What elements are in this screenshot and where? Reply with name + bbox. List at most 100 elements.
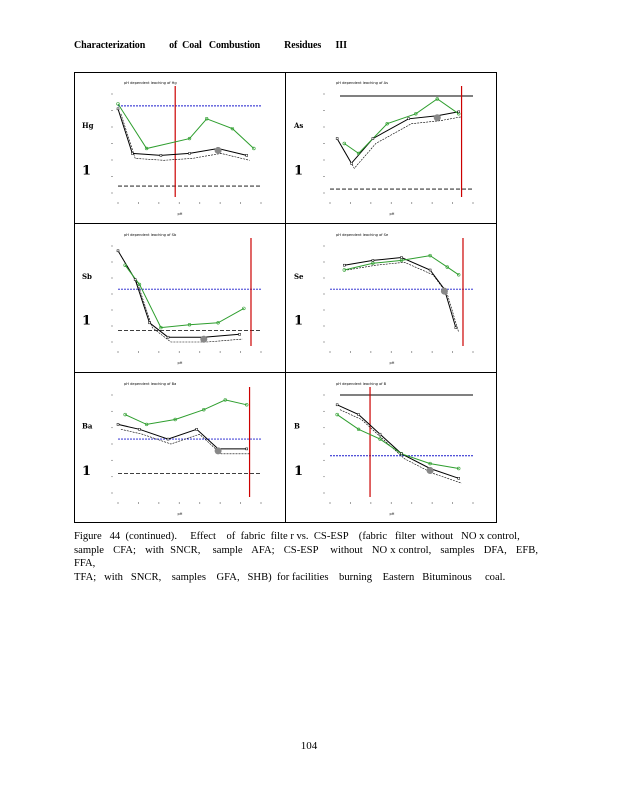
panel-1-x-tick: [260, 202, 262, 204]
panel-2-y-tick: [323, 159, 325, 161]
panel-3-black-marker: [116, 249, 120, 253]
figure-caption: Figure 44 (continued). Effect of fabric …: [74, 530, 538, 584]
panel-2-y-tick: [323, 93, 325, 95]
panel-4-black-marker: [428, 268, 432, 272]
panel-1-black-marker: [188, 152, 191, 155]
panel-5-x-tick: [158, 502, 160, 504]
panel-3-x-tick: [240, 351, 242, 353]
panel-3-green-marker: [216, 321, 220, 325]
panel-6-grey-marker: [426, 467, 434, 474]
panel-6-y-mark: B: [294, 422, 300, 431]
panel-1-green-marker: [204, 117, 209, 121]
panel-6-y-tick: [323, 443, 325, 445]
panel-2-black-marker: [407, 117, 410, 120]
panel-1-y-label: 1: [82, 164, 91, 179]
panel-5-green-marker: [202, 408, 206, 412]
panel-6-x-tick: [370, 502, 372, 504]
panel-4-green-marker: [399, 258, 404, 263]
panel-2-x-tick: [411, 202, 413, 204]
panel-2-x-label: pH: [390, 212, 395, 216]
panel-3-y-tick: [111, 341, 113, 343]
panel-3-green-marker: [137, 282, 142, 287]
panel-3-green-marker: [187, 323, 192, 327]
panel-4-y-mark: Se: [294, 272, 304, 281]
panel-1-black-marker: [245, 154, 248, 157]
panel-4-series-green: [344, 255, 459, 276]
panel-2-y-tick: [323, 143, 325, 144]
panel-6-title: pH dependent leaching of B: [336, 382, 387, 386]
panel-6-y-tick: [323, 492, 325, 494]
panel-1-y-tick: [111, 126, 113, 128]
panel-4-x-tick: [349, 351, 351, 353]
panel-4-y-tick: [323, 293, 325, 295]
panel-2: pH dependent leaching of As 1 As pH: [293, 81, 474, 216]
panel-3-x-tick: [260, 351, 262, 353]
panel-2-grey-marker: [433, 114, 441, 122]
panel-5-y-mark: Ba: [82, 422, 93, 431]
panel-3-x-tick: [178, 351, 180, 353]
caption-line-2: sample CFA; with SNCR, sample AFA; CS-ES…: [74, 544, 546, 570]
panel-3-green-marker: [242, 306, 246, 311]
panel-5-x-label: pH: [178, 512, 183, 516]
panel-2-x-tick: [472, 202, 474, 204]
panel-4-grey-marker: [440, 287, 448, 295]
panel-6-green-marker: [399, 452, 404, 456]
panel-4-green-marker: [371, 261, 375, 265]
panel-4-series-dashed: [347, 261, 459, 333]
panel-6-x-tick: [329, 502, 331, 504]
panel-3-y-tick: [111, 293, 113, 295]
panel-6-green-marker: [378, 437, 382, 441]
panel-2-y-tick: [323, 176, 325, 177]
panel-5-y-tick: [111, 394, 113, 396]
page-number: 104: [300, 740, 318, 752]
panel-6-green-marker: [356, 427, 361, 431]
panel-2-black-marker: [350, 162, 353, 165]
panel-2-black-marker: [457, 110, 460, 114]
panel-3-y-tick: [111, 261, 113, 263]
panel-3-grey-marker: [200, 335, 208, 343]
panel-1-x-label: pH: [178, 212, 183, 216]
panel-4-y-tick: [323, 341, 325, 343]
panel-6-y-tick: [323, 410, 325, 412]
panel-2-series-green: [344, 98, 459, 155]
panel-3-series-green: [124, 264, 245, 329]
panel-3-black-marker: [148, 321, 151, 325]
panel-3-y-tick: [111, 309, 113, 311]
panel-6-green-marker: [457, 466, 461, 471]
panel-6-series-green: [336, 414, 459, 469]
panel-1-y-tick: [111, 110, 113, 111]
panel-4-x-tick: [452, 351, 454, 353]
panel-2-black-marker: [371, 137, 375, 140]
panel-4-green-marker: [457, 273, 461, 277]
panel-6-black-marker: [400, 452, 403, 456]
panel-5-x-tick: [219, 502, 221, 504]
panel-4-black-marker: [343, 263, 346, 267]
panel-5-green-marker: [123, 412, 127, 417]
panel-5-y-tick: [111, 427, 113, 429]
panel-6-x-tick: [431, 502, 433, 504]
panel-3-green-marker: [159, 325, 163, 330]
panel-5-y-tick: [111, 476, 113, 478]
panel-3-black-marker: [238, 333, 241, 336]
panel-3-y-tick: [111, 325, 113, 327]
panel-1-green-marker: [252, 146, 256, 151]
panel-2-green-marker: [356, 151, 361, 156]
panel-6-x-tick: [390, 502, 392, 504]
panel-3-x-tick: [199, 351, 201, 353]
panel-6-x-tick: [411, 502, 413, 504]
panel-5-x-tick: [240, 502, 242, 504]
panel-5-grey-marker: [214, 447, 222, 455]
panel-1-x-tick: [240, 202, 242, 204]
panel-1-y-tick: [111, 159, 113, 161]
panel-3-x-tick: [137, 351, 139, 353]
panel-1-x-tick: [158, 202, 160, 204]
panel-1-title: pH dependent leaching of Hg: [124, 81, 177, 85]
panel-2-y-tick: [323, 110, 325, 111]
panel-2-x-tick: [349, 202, 351, 204]
panel-4-x-tick: [370, 351, 372, 353]
panel-4-y-tick: [323, 309, 325, 311]
panel-3-black-marker: [133, 278, 137, 281]
panel-2-y-label: 1: [294, 164, 303, 179]
panel-1-black-marker: [131, 152, 134, 155]
